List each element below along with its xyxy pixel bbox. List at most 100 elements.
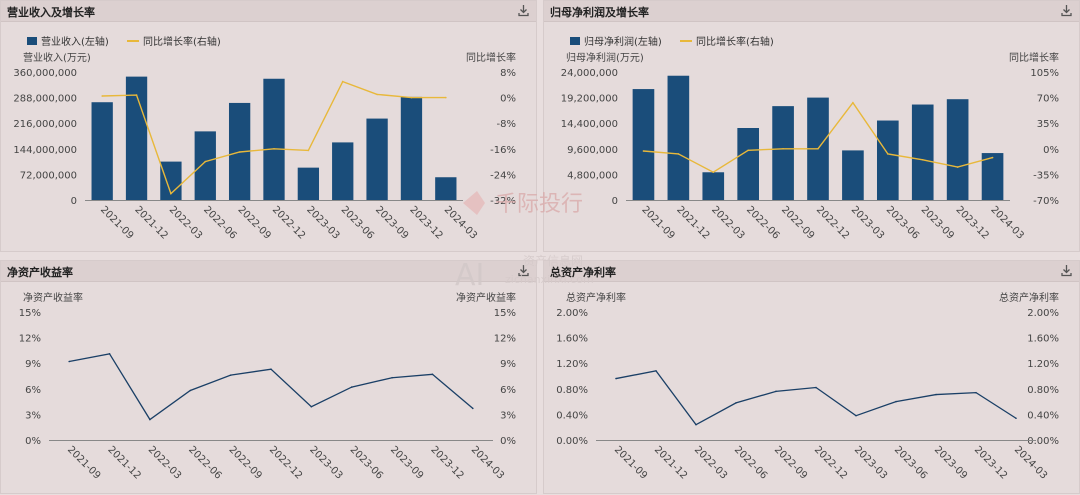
yoy-point [991, 156, 994, 159]
bar [297, 167, 320, 200]
y-tick-label-right: 12% [494, 334, 516, 345]
series-line [615, 370, 1017, 426]
series-point [815, 386, 817, 389]
legend-label-line: 同比增长率(右轴) [696, 35, 774, 48]
x-tick-label: 2022-12 [812, 444, 849, 481]
y-axis-title-left: 归母净利润(万元) [566, 51, 644, 64]
x-tick-label: 2021-12 [674, 204, 711, 241]
series-point [695, 423, 697, 426]
y-tick-label-right: -24% [490, 170, 516, 181]
bar [911, 104, 934, 200]
legend-label-bar: 营业收入(左轴) [41, 35, 109, 48]
y-axis-title-right: 同比增长率 [1009, 51, 1059, 64]
x-tick-label: 2021-09 [639, 204, 676, 241]
x-tick-label: 2024-03 [469, 444, 506, 481]
x-tick-label: 2021-09 [65, 444, 102, 481]
y-tick-label-left: 6% [25, 385, 41, 396]
x-tick-label: 2022-06 [744, 204, 781, 241]
y-tick-label-left: 0.80% [556, 385, 588, 396]
bar [160, 161, 182, 200]
x-tick-label: 2023-03 [304, 204, 341, 241]
download-icon[interactable] [517, 264, 530, 277]
x-tick-label: 2022-12 [270, 204, 307, 241]
x-tick-label: 2022-03 [692, 444, 729, 481]
y-tick-label-right: 15% [494, 308, 516, 319]
x-tick-label: 2023-09 [932, 444, 969, 481]
y-axis-title-left: 营业收入(万元) [23, 51, 91, 64]
y-axis-title-right: 同比增长率 [466, 51, 516, 64]
bar [946, 99, 969, 200]
y-tick-label-left: 360,000,000 [13, 68, 77, 79]
yoy-point [852, 101, 854, 104]
y-tick-label-left: 24,000,000 [561, 68, 618, 79]
bar [400, 96, 423, 200]
x-tick-label: 2023-09 [919, 204, 956, 241]
x-tick-label: 2022-03 [167, 204, 204, 241]
y-tick-label-left: 144,000,000 [13, 145, 77, 156]
x-tick-label: 2022-06 [186, 444, 223, 481]
download-icon[interactable] [1060, 264, 1073, 277]
series-point [615, 377, 617, 380]
panel-header: 营业收入及增长率 [1, 1, 536, 22]
yoy-point [204, 160, 207, 163]
panel-title: 总资产净利率 [550, 266, 616, 279]
y-tick-label-left: 0.40% [556, 410, 588, 421]
x-tick-label: 2024-03 [988, 204, 1025, 241]
yoy-point [101, 95, 103, 97]
yoy-point [817, 148, 819, 150]
y-tick-label-left: 0 [612, 196, 618, 207]
yoy-point [410, 96, 413, 99]
yoy-point [273, 148, 275, 150]
y-tick-label-right: -8% [497, 119, 516, 130]
y-tick-label-left: 9% [25, 359, 41, 370]
bar [91, 102, 113, 200]
series-line [69, 353, 474, 421]
legend-bar-swatch [27, 37, 37, 45]
y-tick-label-left: 0 [71, 196, 77, 207]
series-point [149, 418, 151, 421]
y-tick-label-right: -70% [1033, 196, 1059, 207]
revenue-panel: 营业收入及增长率 营业收入(左轴) 同比增长率(右轴) 营业收入(万元) 同比增长率 3… [0, 0, 537, 252]
x-tick-label: 2024-03 [442, 204, 479, 241]
bar [737, 128, 760, 200]
bar [981, 153, 1004, 200]
y-tick-label-right: 70% [1037, 94, 1059, 105]
series-point [975, 391, 977, 394]
x-tick-label: 2022-03 [146, 444, 183, 481]
yoy-point [712, 171, 715, 174]
x-tick-label: 2022-12 [267, 444, 304, 481]
bar [332, 142, 354, 200]
bar [876, 120, 899, 200]
y-axis-title-right: 总资产净利率 [999, 291, 1059, 304]
bar [366, 118, 388, 200]
roe-panel: 净资产收益率 净资产收益率 净资产收益率 15% 12% 9% 6% 3% 0% 15% 12% 9… [0, 260, 537, 494]
download-icon[interactable] [517, 4, 530, 17]
y-tick-label-left: 9,600,000 [567, 145, 618, 156]
legend-bar-swatch [570, 37, 580, 45]
legend-label-bar: 归母净利润(左轴) [584, 35, 662, 48]
yoy-point [677, 153, 680, 155]
series-point [68, 360, 70, 363]
bar [842, 150, 864, 200]
y-tick-label-right: 0.00% [1027, 436, 1059, 447]
yoy-point [376, 93, 378, 96]
revenue-chart: 营业收入(左轴) 同比增长率(右轴) 营业收入(万元) 同比增长率 360,000,00… [13, 35, 516, 242]
x-tick-label: 2022-09 [227, 444, 264, 481]
x-tick-label: 2023-03 [852, 444, 889, 481]
yoy-point [921, 158, 924, 161]
series-point [270, 368, 272, 370]
bar [632, 89, 655, 200]
x-tick-label: 2023-06 [884, 204, 921, 241]
x-tick-label: 2021-09 [612, 444, 649, 481]
y-tick-label-left: 216,000,000 [13, 119, 77, 130]
y-tick-label-right: 1.60% [1027, 334, 1059, 345]
y-tick-label-right: -32% [490, 196, 516, 207]
download-icon[interactable] [1060, 4, 1073, 17]
x-tick-label: 2024-03 [1012, 444, 1049, 481]
bar [435, 177, 457, 200]
y-tick-label-right: 35% [1037, 119, 1059, 130]
y-tick-label-left: 288,000,000 [13, 94, 77, 105]
y-tick-label-right: -16% [490, 145, 516, 156]
yoy-point [307, 149, 310, 152]
x-tick-label: 2022-12 [814, 204, 851, 241]
